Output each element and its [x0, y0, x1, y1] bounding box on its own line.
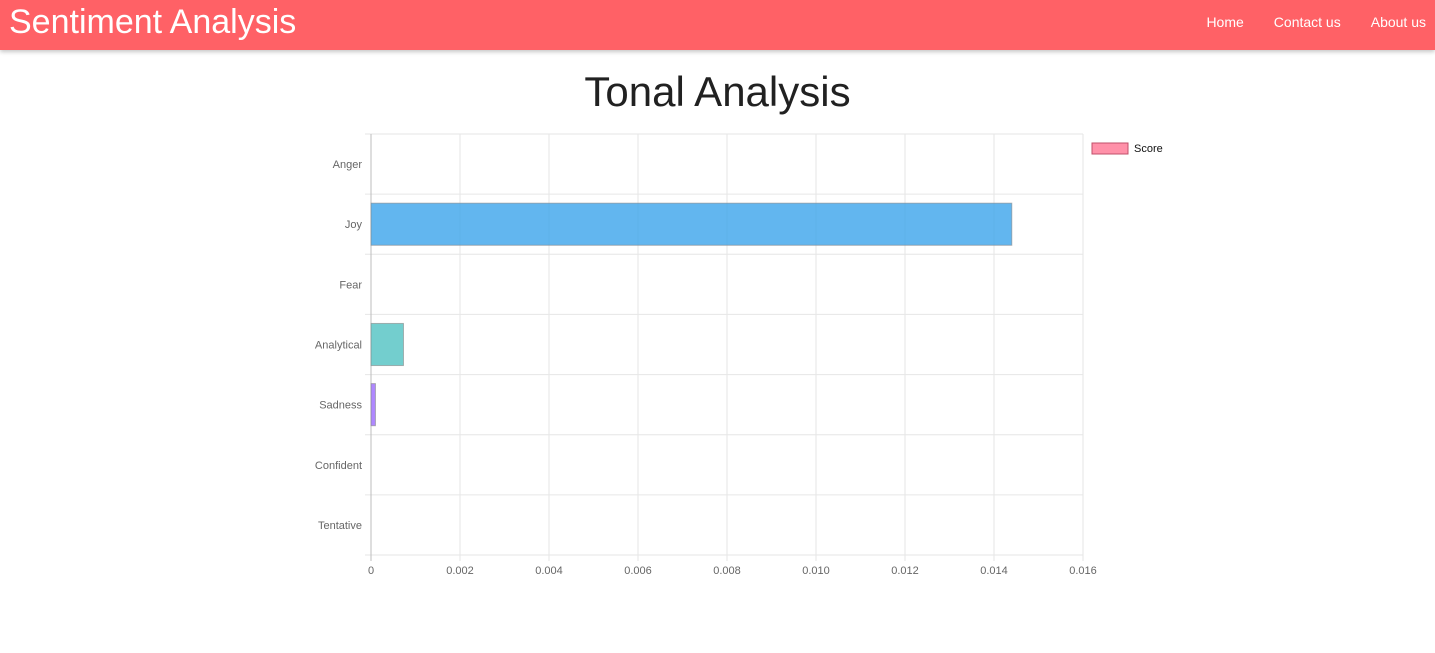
- x-tick-label: 0.004: [535, 565, 563, 577]
- nav-contact-link[interactable]: Contact us: [1273, 13, 1341, 30]
- nav-home-link[interactable]: Home: [1206, 13, 1244, 30]
- bar-analytical: [370, 322, 404, 367]
- y-category-label: Joy: [345, 219, 363, 231]
- y-category-label: Confident: [315, 460, 362, 472]
- brand-link[interactable]: Sentiment Analysis: [9, 3, 297, 41]
- x-tick-label: 0.002: [446, 565, 474, 577]
- legend-label: Score: [1134, 143, 1163, 155]
- y-category-label: Fear: [339, 279, 362, 291]
- y-category-label: Tentative: [318, 520, 362, 532]
- legend-swatch: [1091, 142, 1129, 155]
- page-title: Tonal Analysis: [584, 68, 851, 115]
- x-tick-label: 0: [368, 565, 374, 577]
- nav-about-link[interactable]: About us: [1370, 13, 1426, 30]
- x-tick-label: 0.006: [624, 565, 652, 577]
- y-category-label: Sadness: [319, 400, 362, 412]
- bar-sadness: [370, 383, 376, 427]
- nav-links: Home Contact us About us: [1185, 0, 1435, 43]
- bar-joy: [370, 202, 1013, 246]
- x-tick-label: 0.014: [980, 565, 1008, 577]
- x-tick-label: 0.010: [802, 565, 830, 577]
- y-category-label: Anger: [333, 159, 363, 171]
- x-tick-label: 0.016: [1069, 565, 1097, 577]
- navbar: Sentiment Analysis Home Contact us About…: [0, 0, 1435, 50]
- x-tick-label: 0.012: [891, 565, 919, 577]
- x-tick-label: 0.008: [713, 565, 741, 577]
- y-category-label: Analytical: [315, 340, 362, 352]
